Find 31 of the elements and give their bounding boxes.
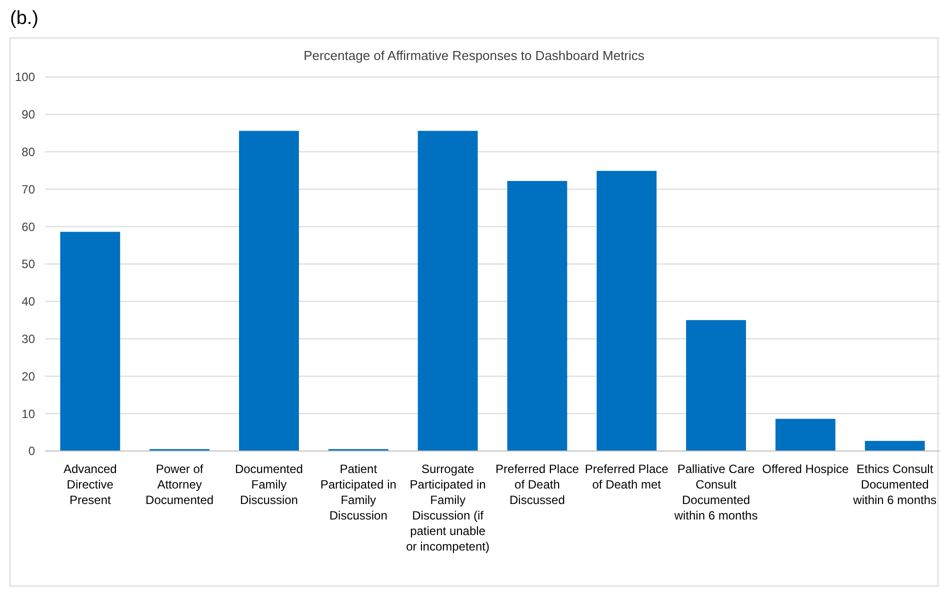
x-tick-label: Ethics Consult Documented within 6 months: [852, 462, 937, 507]
y-tick-label: 30: [22, 332, 36, 346]
bar: [686, 320, 746, 451]
text: (b.): [10, 8, 38, 29]
x-tick-label: Power of Attorney Documented: [146, 462, 214, 507]
y-tick-label: 70: [22, 182, 36, 196]
x-tick-label: Preferred Place of Death Discussed: [496, 462, 580, 507]
bar: [864, 440, 925, 451]
x-tick-label: Documented Family Discussion: [234, 462, 303, 507]
x-tick-label: Advanced Directive Present: [63, 462, 117, 507]
x-tick-label: Offered Hospice: [762, 462, 850, 476]
x-tick-label: Patient Participated in Family Discussion: [320, 462, 396, 522]
y-tick-label: 100: [14, 70, 36, 84]
y-tick-label: 80: [22, 145, 36, 159]
x-tick-label: Preferred Place of Death met: [584, 462, 669, 492]
bar: [418, 130, 478, 451]
y-tick-label: 40: [22, 294, 36, 309]
bar: [775, 418, 836, 451]
bar: [239, 130, 299, 451]
y-tick-label: 10: [22, 406, 36, 421]
bar: [596, 170, 657, 451]
y-tick-label: 50: [22, 257, 36, 272]
y-tick-label: 90: [22, 108, 36, 122]
x-tick-label: Palliative Care Consult Documented within 6 months: [673, 462, 758, 522]
y-tick-label: 60: [22, 220, 36, 234]
bar: [507, 180, 568, 451]
y-tick-label: 0: [28, 444, 36, 458]
x-tick-label: Surrogate Participated in Family Discussion (if patient unable or incompetent): [406, 462, 490, 554]
chart-title: Percentage of Affirmative Responses to Dashboard Metrics: [304, 48, 645, 63]
y-tick-label: 20: [22, 369, 36, 384]
bar: [60, 232, 120, 451]
